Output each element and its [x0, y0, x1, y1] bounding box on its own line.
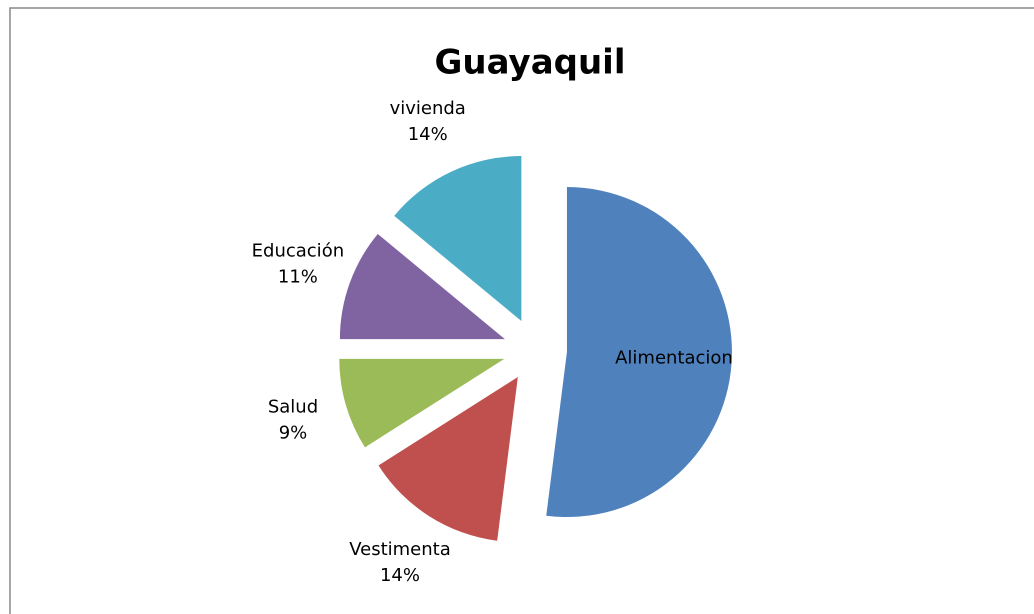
slice-label: Vestimenta	[349, 539, 451, 560]
slice-label: Salud	[268, 396, 318, 417]
slice-value-label: 14%	[408, 124, 448, 145]
chart-title: Guayaquil	[435, 43, 626, 83]
slice-value-label: 14%	[380, 565, 420, 586]
slice-value-label: 11%	[278, 267, 318, 288]
slice-label: Educación	[252, 241, 344, 262]
chart-frame	[10, 8, 1034, 614]
slice-label: Alimentacion	[615, 348, 733, 369]
chart: Guayaquil Alimentacion Vestimenta 14% Salud…	[0, 0, 1034, 614]
slice-value-label: 9%	[279, 422, 308, 443]
slice-label: vivienda	[390, 98, 466, 119]
